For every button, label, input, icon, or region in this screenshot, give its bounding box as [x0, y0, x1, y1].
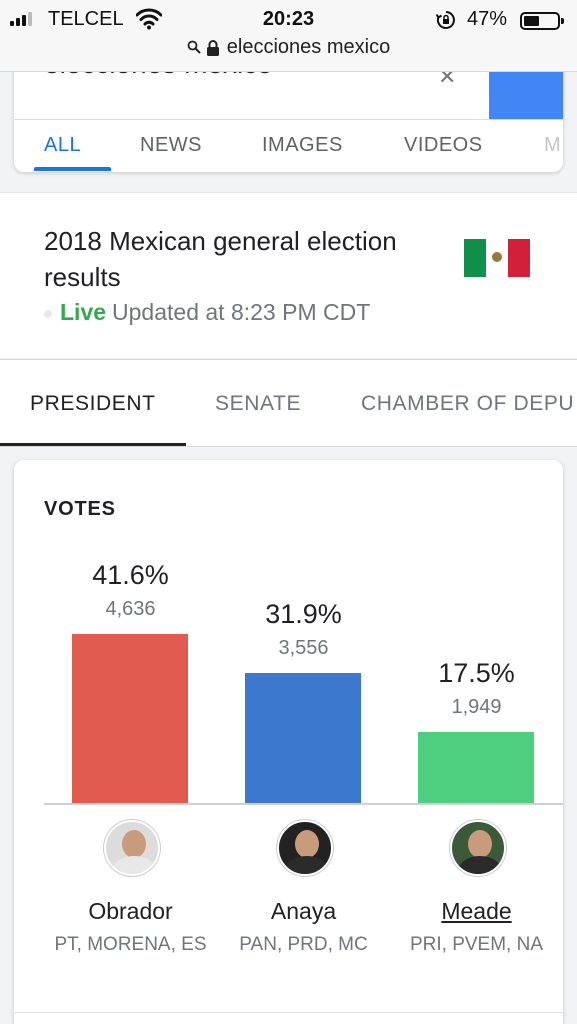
address-bar[interactable]: elecciones mexico: [0, 36, 577, 59]
search-icon: [187, 40, 201, 54]
signal-strength-icon: [10, 12, 32, 26]
vote-bar: [245, 673, 361, 803]
vote-percent-label: 31.9%: [265, 599, 342, 629]
candidate-parties: PAN, PRD, MC: [239, 934, 368, 955]
election-tabs: PRESIDENT SENATE CHAMBER OF DEPU: [0, 359, 577, 447]
vote-percent-label: 17.5%: [438, 658, 515, 688]
tab-news[interactable]: NEWS: [140, 134, 202, 156]
active-tab-indicator: [0, 443, 186, 446]
candidate-name[interactable]: Meade: [441, 898, 512, 924]
battery-icon: [520, 12, 564, 30]
search-tabs: ALL NEWS IMAGES VIDEOS M: [14, 120, 563, 172]
active-tab-indicator: [34, 167, 111, 171]
votes-title: VOTES: [44, 498, 116, 520]
tab-president[interactable]: PRESIDENT: [30, 392, 156, 415]
vote-bar: [72, 634, 188, 803]
vote-count-label: 3,556: [278, 637, 329, 659]
avatar[interactable]: [450, 820, 506, 876]
candidate-parties: PRI, PVEM, NA: [409, 934, 544, 955]
battery-percent: 47%: [467, 8, 508, 30]
vote-bar: [418, 732, 534, 803]
candidate-name[interactable]: Obrador: [88, 898, 173, 924]
chart-baseline: [44, 803, 563, 805]
url-text: elecciones mexico: [226, 36, 391, 58]
candidate-column[interactable]: 41.6% 4,636 Obrador PT, MORENA, ES: [44, 460, 217, 1024]
tab-videos[interactable]: VIDEOS: [404, 134, 483, 156]
live-status: Live Updated at 8:23 PM CDT: [44, 299, 370, 326]
avatar[interactable]: [277, 820, 333, 876]
mexico-flag-icon: [464, 239, 530, 277]
result-title[interactable]: 2018 Mexican general election results: [44, 226, 397, 292]
candidate-column[interactable]: 17.5% 1,949 Meade PRI, PVEM, NA: [390, 460, 563, 1024]
avatar[interactable]: [104, 820, 160, 876]
live-label: Live: [60, 299, 107, 325]
tab-more[interactable]: M: [544, 134, 562, 156]
vote-percent-label: 41.6%: [92, 560, 169, 590]
wifi-icon: [136, 8, 162, 30]
vote-count-label: 1,949: [451, 696, 502, 718]
tab-images[interactable]: IMAGES: [262, 134, 343, 156]
status-bar: TELCEL 20:23 47% elecciones mexico: [0, 0, 577, 72]
candidate-name[interactable]: Anaya: [270, 898, 337, 924]
carrier-name: TELCEL: [48, 8, 124, 30]
candidate-column[interactable]: 31.9% 3,556 Anaya PAN, PRD, MC: [217, 460, 390, 1024]
live-dot-icon: [44, 309, 52, 318]
tab-senate[interactable]: SENATE: [215, 392, 302, 415]
divider: [14, 119, 563, 120]
result-header: 2018 Mexican general election results Li…: [0, 192, 577, 358]
updated-time: Updated at 8:23 PM CDT: [112, 299, 371, 325]
lock-icon: [206, 39, 219, 56]
divider: [14, 1012, 563, 1013]
rotation-lock-icon: [436, 11, 455, 29]
candidate-parties: PT, MORENA, ES: [54, 934, 207, 955]
tab-all[interactable]: ALL: [44, 134, 82, 156]
votes-card: VOTES 41.6% 4,636 Obrador PT, MORENA, ES…: [14, 460, 563, 1024]
tab-chamber-of-deputies[interactable]: CHAMBER OF DEPU: [361, 392, 575, 415]
vote-count-label: 4,636: [105, 598, 156, 620]
